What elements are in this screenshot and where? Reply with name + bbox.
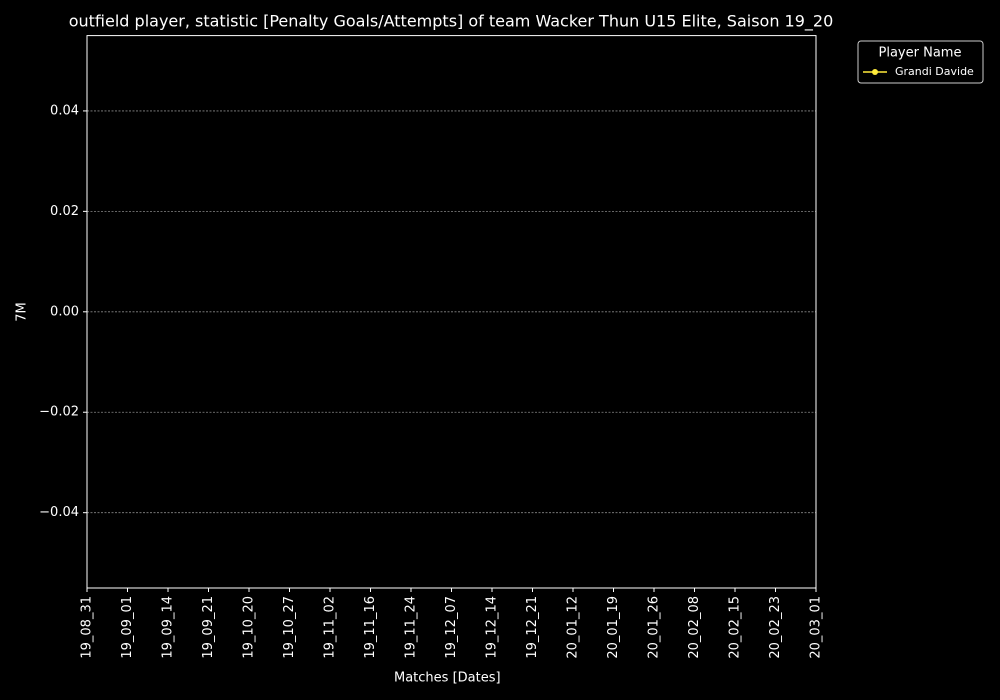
y-tick-label: −0.02 bbox=[39, 405, 79, 420]
x-tick-label: 20_01_12 bbox=[566, 596, 581, 659]
y-tick-label: 0.00 bbox=[50, 304, 79, 319]
x-tick-label: 20_02_15 bbox=[728, 596, 743, 659]
x-tick-label: 19_10_20 bbox=[242, 596, 257, 659]
x-tick-label: 19_11_02 bbox=[323, 596, 338, 659]
x-tick-label: 20_03_01 bbox=[809, 596, 824, 659]
x-tick-label: 19_09_21 bbox=[201, 596, 216, 659]
x-tick-label: 19_09_14 bbox=[161, 596, 176, 659]
legend-title: Player Name bbox=[879, 46, 962, 61]
y-axis-label: 7M bbox=[15, 302, 30, 322]
x-tick-label: 20_01_19 bbox=[606, 596, 621, 659]
x-tick-label: 19_11_16 bbox=[363, 596, 378, 659]
x-axis-label: Matches [Dates] bbox=[394, 671, 501, 686]
y-tick-label: −0.04 bbox=[39, 505, 79, 520]
x-tick-label: 20_02_23 bbox=[768, 596, 783, 659]
x-tick-label: 19_08_31 bbox=[80, 596, 95, 659]
plot-frame bbox=[86, 35, 817, 589]
x-tick-label: 19_12_07 bbox=[444, 596, 459, 659]
x-tick-label: 20_01_26 bbox=[647, 596, 662, 659]
legend-box bbox=[857, 40, 984, 84]
x-tick-label: 19_11_24 bbox=[404, 596, 419, 659]
x-tick-label: 20_02_08 bbox=[687, 596, 702, 659]
y-tick-label: 0.04 bbox=[50, 103, 79, 118]
x-tick-label: 19_09_01 bbox=[120, 596, 135, 659]
x-tick-label: 19_12_14 bbox=[485, 596, 500, 659]
chart-title: outfield player, statistic [Penalty Goal… bbox=[69, 12, 834, 32]
y-tick-label: 0.02 bbox=[50, 204, 79, 219]
legend-marker bbox=[872, 69, 878, 75]
legend-label: Grandi Davide bbox=[895, 65, 974, 78]
x-tick-label: 19_10_27 bbox=[282, 596, 297, 659]
x-tick-label: 19_12_21 bbox=[525, 596, 540, 659]
